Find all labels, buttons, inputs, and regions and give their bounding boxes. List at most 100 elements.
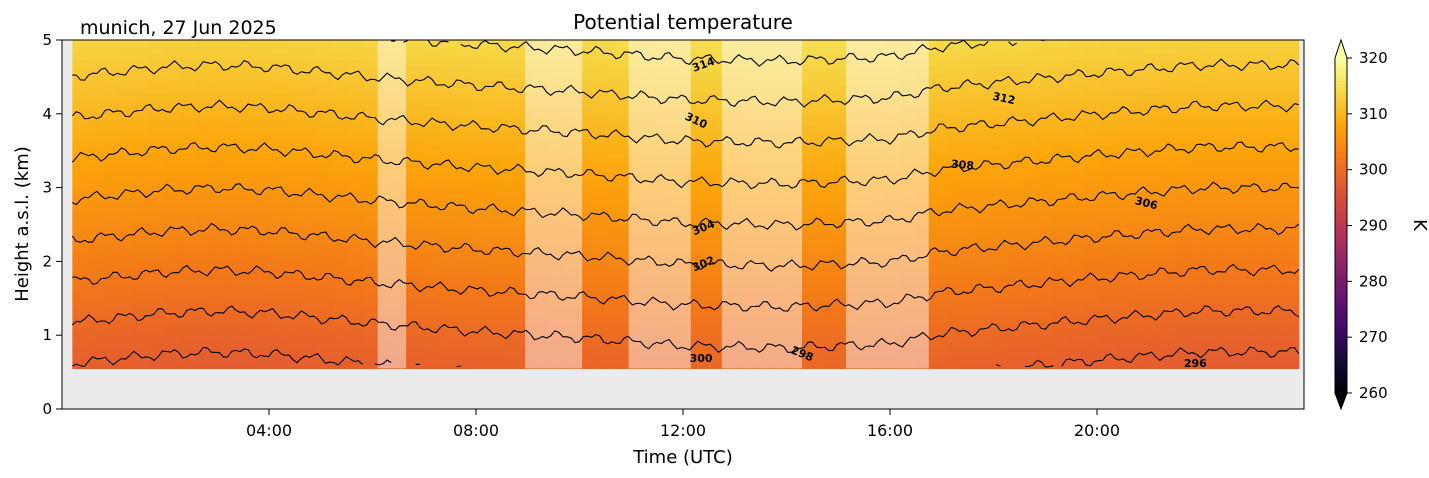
heatmap-cell: [210, 72, 227, 81]
heatmap-cell: [103, 355, 119, 363]
heatmap-cell: [961, 59, 978, 67]
heatmap-cell: [777, 99, 794, 107]
heatmap-cell: [1114, 302, 1131, 310]
heatmap-cell: [455, 263, 472, 271]
heatmap-cell: [149, 237, 165, 245]
heatmap-cell: [103, 191, 119, 199]
heatmap-cell: [455, 243, 472, 251]
heatmap-cell: [624, 112, 641, 120]
heatmap-cell: [1145, 99, 1162, 107]
heatmap-cell: [1283, 151, 1300, 159]
heatmap-cell: [164, 85, 181, 94]
heatmap-cell: [118, 283, 135, 291]
heatmap-cell: [608, 164, 625, 172]
heatmap-cell: [118, 210, 135, 218]
heatmap-cell: [900, 125, 917, 133]
heatmap-cell: [424, 210, 441, 218]
heatmap-cell: [1206, 342, 1223, 350]
heatmap-cell: [1176, 322, 1193, 330]
heatmap-cell: [1130, 315, 1147, 324]
heatmap-cell: [716, 105, 733, 113]
heatmap-cell: [578, 283, 595, 291]
heatmap-cell: [440, 99, 457, 107]
heatmap-cell: [608, 283, 625, 291]
heatmap-cell: [516, 105, 533, 113]
heatmap-cell: [792, 289, 809, 297]
heatmap-cell: [670, 309, 687, 317]
heatmap-cell: [930, 118, 947, 126]
heatmap-cell: [700, 197, 717, 205]
heatmap-cell: [1252, 184, 1269, 192]
heatmap-cell: [685, 210, 702, 218]
colorbar-tick-label: 300: [1359, 161, 1388, 179]
heatmap-cell: [1145, 256, 1162, 264]
heatmap-cell: [1022, 191, 1039, 199]
heatmap-cell: [1268, 329, 1285, 337]
heatmap-cell: [700, 269, 717, 278]
heatmap-cell: [608, 59, 625, 67]
heatmap-cell: [777, 223, 794, 232]
heatmap-cell: [762, 217, 779, 225]
heatmap-cell: [256, 85, 273, 94]
heatmap-cell: [992, 53, 1009, 61]
heatmap-cell: [470, 223, 487, 232]
heatmap-cell: [946, 138, 963, 146]
heatmap-cell: [777, 72, 794, 81]
heatmap-cell: [961, 92, 978, 100]
heatmap-cell: [470, 210, 487, 218]
heatmap-cell: [317, 131, 334, 140]
heatmap-cell: [992, 46, 1009, 54]
heatmap-cell: [103, 112, 119, 120]
heatmap-cell: [424, 256, 441, 264]
heatmap-cell: [654, 204, 671, 212]
heatmap-cell: [149, 85, 165, 94]
heatmap-cell: [378, 250, 395, 258]
heatmap-cell: [440, 138, 457, 146]
heatmap-cell: [302, 164, 319, 172]
heatmap-cell: [1038, 99, 1055, 107]
heatmap-cell: [915, 197, 932, 205]
heatmap-cell: [808, 256, 825, 264]
heatmap-cell: [562, 296, 579, 304]
heatmap-cell: [900, 46, 917, 54]
heatmap-cell: [532, 40, 549, 48]
heatmap-cell: [608, 85, 625, 94]
heatmap-cell: [103, 197, 119, 205]
heatmap-cell: [256, 197, 273, 205]
heatmap-cell: [915, 158, 932, 166]
heatmap-cell: [1191, 177, 1208, 186]
heatmap-cell: [762, 151, 779, 159]
heatmap-cell: [593, 217, 610, 225]
heatmap-cell: [731, 118, 748, 126]
heatmap-cell: [1206, 355, 1223, 363]
heatmap-cell: [179, 151, 196, 159]
heatmap-cell: [700, 158, 717, 166]
heatmap-cell: [1068, 361, 1085, 370]
heatmap-cell: [332, 315, 349, 324]
heatmap-cell: [593, 237, 610, 245]
heatmap-cell: [1160, 243, 1177, 251]
heatmap-cell: [1222, 309, 1239, 317]
heatmap-cell: [700, 361, 717, 370]
heatmap-cell: [271, 158, 288, 166]
heatmap-cell: [409, 191, 426, 199]
heatmap-cell: [731, 164, 748, 172]
heatmap-cell: [1084, 348, 1101, 356]
heatmap-cell: [1022, 250, 1039, 258]
heatmap-cell: [225, 197, 242, 205]
heatmap-cell: [532, 85, 549, 94]
heatmap-cell: [210, 131, 227, 140]
heatmap-cell: [103, 348, 119, 356]
heatmap-cell: [470, 118, 487, 126]
heatmap-cell: [731, 217, 748, 225]
heatmap-cell: [1222, 223, 1239, 232]
heatmap-cell: [378, 72, 395, 81]
heatmap-cell: [670, 184, 687, 192]
heatmap-cell: [1099, 329, 1116, 337]
heatmap-cell: [118, 315, 135, 324]
heatmap-cell: [838, 171, 855, 179]
heatmap-cell: [1022, 125, 1039, 133]
heatmap-cell: [624, 348, 641, 356]
heatmap-cell: [455, 204, 472, 212]
heatmap-cell: [670, 322, 687, 330]
